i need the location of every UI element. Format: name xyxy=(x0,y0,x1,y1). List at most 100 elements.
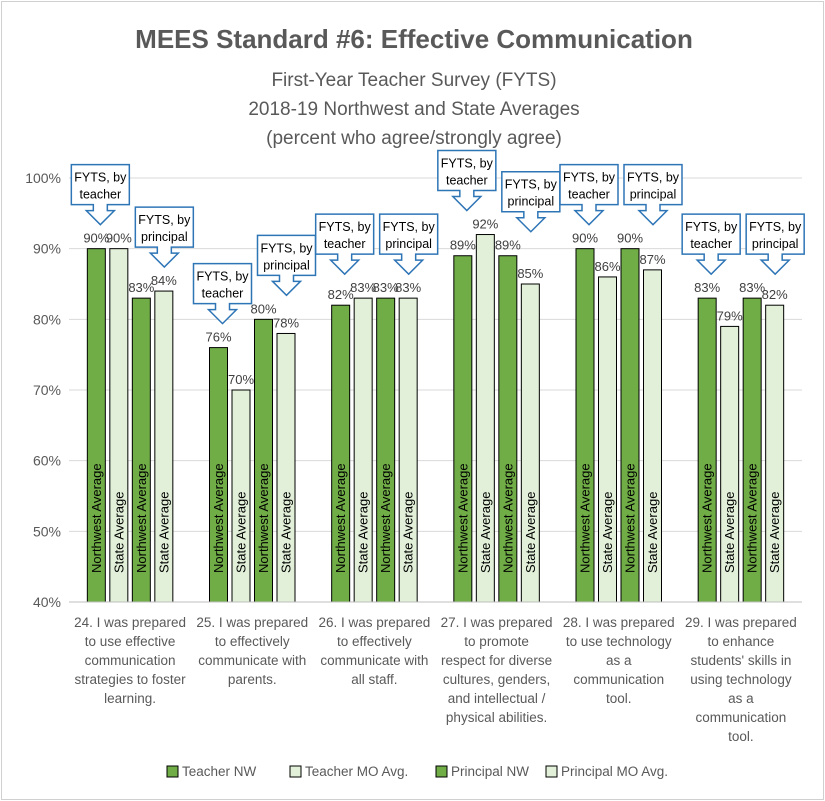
legend-label: Teacher NW xyxy=(182,764,257,779)
data-label: 85% xyxy=(517,266,543,281)
data-label: 79% xyxy=(717,308,743,323)
bar-series-label: Northwest Average xyxy=(500,463,515,573)
callout-text-line: teacher xyxy=(324,237,366,251)
data-label: 80% xyxy=(250,301,276,316)
legend-label: Principal MO Avg. xyxy=(561,764,668,779)
callout-teacher: FYTS, by teacher xyxy=(682,214,740,274)
callout-teacher: FYTS, by teacher xyxy=(71,165,129,225)
callout-text-line: FYTS, by xyxy=(563,171,616,185)
x-category-label: as a xyxy=(728,691,754,706)
x-category-label: 28. I was prepared xyxy=(563,615,675,630)
bar-series-label: State Average xyxy=(600,492,615,573)
callout-text-line: teacher xyxy=(202,287,244,301)
y-tick-label: 40% xyxy=(33,594,61,610)
callout-text-line: FYTS, by xyxy=(319,220,372,234)
data-label: 76% xyxy=(205,330,231,345)
callout-text-line: FYTS, by xyxy=(383,220,436,234)
plot-area: 40% 50% 60% 70% 80% 90% 100% Northwest Average 9… xyxy=(25,151,804,744)
y-tick-label: 50% xyxy=(33,523,61,539)
x-category-label: 27. I was prepared xyxy=(441,615,553,630)
callout-text-line: principal xyxy=(752,237,799,251)
x-category-label: strategies to foster xyxy=(75,672,187,687)
chart-title: MEES Standard #6: Effective Communicatio… xyxy=(135,24,693,54)
x-category-label: cultures, genders, xyxy=(443,672,550,687)
callout-principal: FYTS, by principal xyxy=(380,214,438,274)
bar-chart: MEES Standard #6: Effective Communicatio… xyxy=(2,2,823,799)
x-category-label: to effectively xyxy=(337,634,412,649)
bar-series-label: State Average xyxy=(523,492,538,573)
callout-principal: FYTS, by principal xyxy=(624,165,682,225)
bar-series-label: Northwest Average xyxy=(333,463,348,573)
x-category-label: communicate with xyxy=(198,653,306,668)
callout-principal: FYTS, by principal xyxy=(135,207,193,267)
x-category-label: to promote xyxy=(464,634,529,649)
callout-text-line: FYTS, by xyxy=(138,213,191,227)
legend-swatch xyxy=(290,766,301,777)
callout-text-line: teacher xyxy=(690,237,732,251)
x-category-label: respect for diverse xyxy=(441,653,552,668)
bar-series-label: Northwest Average xyxy=(89,463,104,573)
x-category-label: physical abilities. xyxy=(446,710,547,725)
chart-subtitle-line-3: (percent who agree/strongly agree) xyxy=(266,128,562,149)
bar-series-label: State Average xyxy=(156,492,171,573)
callout-text-line: FYTS, by xyxy=(749,220,802,234)
bar-series-label: State Average xyxy=(645,492,660,573)
callout-text-line: principal xyxy=(385,237,432,251)
x-category-label: 29. I was prepared xyxy=(685,615,797,630)
callout-text-line: FYTS, by xyxy=(260,241,313,255)
callout-text-line: FYTS, by xyxy=(505,178,558,192)
data-label: 89% xyxy=(495,238,521,253)
x-category-label: communication xyxy=(85,653,176,668)
x-category-label: tool. xyxy=(728,729,754,744)
data-label: 83% xyxy=(694,280,720,295)
callout-text-line: FYTS, by xyxy=(685,220,738,234)
callout-teacher: FYTS, by teacher xyxy=(438,151,496,211)
y-tick-label: 90% xyxy=(33,241,61,257)
x-category-label: students' skills in xyxy=(690,653,791,668)
callout-text-line: teacher xyxy=(79,188,121,202)
legend-swatch xyxy=(167,766,178,777)
legend: Teacher NW Teacher MO Avg. Principal NW Pri… xyxy=(167,764,668,779)
data-label: 78% xyxy=(273,315,299,330)
bar-series-label: Northwest Average xyxy=(134,463,149,573)
bar-series-label: State Average xyxy=(722,492,737,573)
x-category-label: to use technology xyxy=(566,634,672,649)
data-label: 90% xyxy=(106,231,132,246)
callout-principal: FYTS, by principal xyxy=(746,214,804,274)
data-label: 84% xyxy=(151,273,177,288)
callout-principal: FYTS, by principal xyxy=(502,172,560,232)
bar-series-label: State Average xyxy=(478,492,493,573)
x-category-label: as a xyxy=(606,653,632,668)
data-label: 70% xyxy=(228,372,254,387)
bar-series-label: Northwest Average xyxy=(455,463,470,573)
legend-label: Teacher MO Avg. xyxy=(305,764,408,779)
bar-series-label: Northwest Average xyxy=(623,463,638,573)
bar-series-label: Northwest Average xyxy=(700,463,715,573)
callout-teacher: FYTS, by teacher xyxy=(560,165,618,225)
data-label: 82% xyxy=(762,287,788,302)
chart-frame: MEES Standard #6: Effective Communicatio… xyxy=(1,1,824,800)
x-category-label: all staff. xyxy=(351,672,397,687)
x-category-label: to use effective xyxy=(85,634,176,649)
bar-series-label: Northwest Average xyxy=(256,463,271,573)
bar-series-label: State Average xyxy=(767,492,782,573)
callout-principal: FYTS, by principal xyxy=(258,235,316,295)
x-category-label: 26. I was prepared xyxy=(319,615,431,630)
y-tick-label: 60% xyxy=(33,453,61,469)
data-label: 92% xyxy=(472,217,498,232)
callout-teacher: FYTS, by teacher xyxy=(316,214,374,274)
callout-text-line: FYTS, by xyxy=(441,157,494,171)
data-label: 87% xyxy=(639,252,665,267)
x-category-label: tool. xyxy=(606,691,632,706)
bar-series-label: State Average xyxy=(401,492,416,573)
callout-text-line: FYTS, by xyxy=(627,171,680,185)
x-category-label: learning. xyxy=(104,691,156,706)
x-category-label: to enhance xyxy=(708,634,775,649)
callout-text-line: principal xyxy=(508,195,555,209)
x-category-label: and intellectual / xyxy=(448,691,546,706)
data-label: 86% xyxy=(594,259,620,274)
bar-series-label: State Average xyxy=(356,492,371,573)
data-label: 90% xyxy=(617,231,643,246)
callout-text-line: FYTS, by xyxy=(196,270,249,284)
x-category-label: 25. I was prepared xyxy=(196,615,308,630)
